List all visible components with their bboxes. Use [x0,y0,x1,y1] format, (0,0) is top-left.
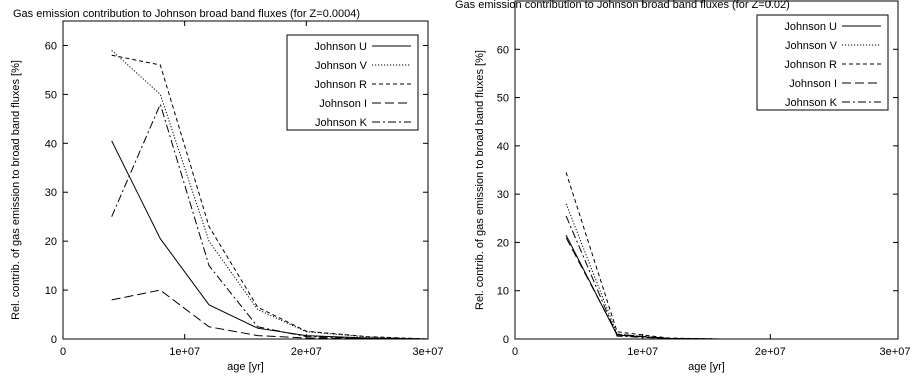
legend-box [756,14,889,111]
legend-label: Johnson R [314,79,367,91]
series-line-johnson-v [565,203,720,340]
legend-label: Johnson U [314,41,367,53]
x-tick-label: 3e+07 [413,346,444,358]
x-tick-label: 2e+07 [291,346,322,358]
legend-box [286,34,419,131]
y-tick-label: 20 [497,237,509,249]
series-line-johnson-v [111,50,429,340]
series-line-johnson-u [111,140,429,340]
series-line-johnson-r [565,172,720,340]
x-tick-label: 0 [512,346,518,358]
y-tick-label: 10 [497,286,509,298]
y-tick-label: 40 [45,138,57,150]
y-tick-label: 0 [51,334,57,346]
x-axis-label: age [yr] [688,361,725,373]
y-tick-label: 0 [503,334,509,346]
legend-label: Johnson V [785,40,838,52]
chart-panel-2: Gas emission contribution to Johnson bro… [455,0,910,373]
legend-label: Johnson I [789,78,837,90]
chart-title: Gas emission contribution to Johnson bro… [455,0,790,11]
series-line-johnson-u [565,234,720,340]
y-tick-label: 60 [497,44,509,56]
chart-panel-1: Gas emission contribution to Johnson bro… [10,8,443,373]
x-tick-label: 1e+07 [169,346,200,358]
x-tick-label: 2e+07 [755,346,786,358]
legend-label: Johnson K [315,117,368,129]
series-line-johnson-i [565,237,720,340]
x-tick-label: 0 [60,346,66,358]
plot-frame [62,20,429,340]
y-tick-label: 50 [497,93,509,105]
x-tick-label: 3e+07 [880,346,911,358]
legend-label: Johnson U [784,21,837,33]
legend-label: Johnson V [315,60,368,72]
x-tick-label: 1e+07 [627,346,658,358]
y-axis-label: Rel. contrib. of gas emission to broad b… [474,50,486,310]
y-axis-label: Rel. contrib. of gas emission to broad b… [10,60,22,320]
y-tick-label: 60 [45,40,57,52]
series-line-johnson-i [111,289,429,340]
series-line-johnson-k [565,215,720,340]
y-tick-label: 10 [45,285,57,297]
legend-label: Johnson K [785,97,838,109]
y-tick-label: 50 [45,89,57,101]
legend-label: Johnson I [319,98,367,110]
chart-title: Gas emission contribution to Johnson bro… [13,8,360,20]
y-tick-label: 40 [497,141,509,153]
series-line-johnson-r [111,54,429,340]
x-axis-label: age [yr] [227,361,264,373]
y-tick-label: 20 [45,236,57,248]
series-line-johnson-k [111,102,429,340]
y-tick-label: 30 [497,189,509,201]
y-tick-label: 30 [45,187,57,199]
legend-label: Johnson R [784,59,837,71]
